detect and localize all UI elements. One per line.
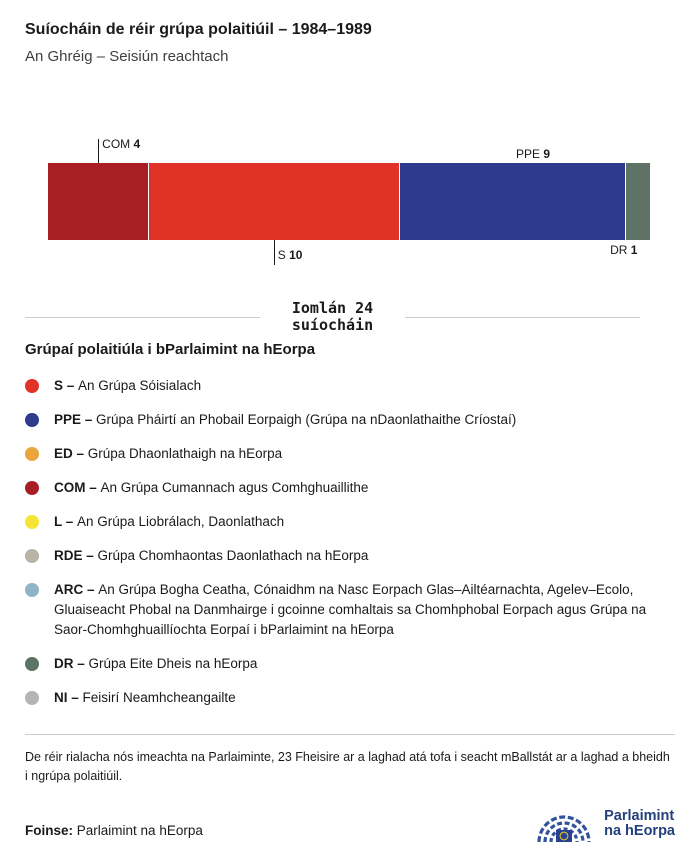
legend-label-rde: RDE – Grúpa Chomhaontas Daonlathach na h… xyxy=(54,548,369,563)
total-seats-line1: Iomlán 24 xyxy=(291,299,374,317)
legend-label-ed: ED – Grúpa Dhaonlathaigh na hEorpa xyxy=(54,446,283,461)
rule-left xyxy=(25,316,260,318)
bar-segment-dr[interactable] xyxy=(624,163,650,240)
bar-segment-s[interactable] xyxy=(148,163,400,240)
legend-label-ni: NI – Feisirí Neamhcheangailte xyxy=(54,690,236,705)
bar-labels-top: COM 4 PPE 9 xyxy=(48,123,650,163)
seat-bar-chart: COM 4 PPE 9 S 10 DR 1 xyxy=(48,123,650,270)
source-text: Parlaimint na hEorpa xyxy=(76,823,203,838)
total-seats-label: Iomlán 24 suíocháin xyxy=(260,300,405,334)
tick-line-com xyxy=(98,139,100,163)
legend-dot-ed xyxy=(25,447,39,461)
source: Foinse: Parlaimint na hEorpa xyxy=(25,823,203,844)
legend-label-com: COM – An Grúpa Cumannach agus Comhghuail… xyxy=(54,480,369,495)
bar-labels-bottom: S 10 DR 1 xyxy=(48,240,650,270)
eu-flag-icon xyxy=(556,830,573,842)
legend-item-ed: ED – Grúpa Dhaonlathaigh na hEorpa xyxy=(25,444,675,464)
ep-logo-text-line2: na hEorpa xyxy=(604,822,675,839)
bar-segment-ppe[interactable] xyxy=(399,163,625,240)
legend-item-s: S – An Grúpa Sóisialach xyxy=(25,376,675,396)
legend-list: S – An Grúpa Sóisialach PPE – Grúpa Pháir… xyxy=(25,376,675,708)
legend-item-l: L – An Grúpa Liobrálach, Daonlathach xyxy=(25,512,675,532)
tick-line-s xyxy=(273,240,275,265)
ep-logo-text-line1: Parlaimint xyxy=(604,807,675,824)
legend-heading: Grúpaí polaitiúla i bParlaimint na hEorp… xyxy=(25,341,316,358)
source-label: Foinse: xyxy=(25,823,74,838)
legend-label-arc: ARC – An Grúpa Bogha Ceatha, Cónaidhm na… xyxy=(54,582,647,637)
rule-right xyxy=(405,316,640,318)
footer: Foinse: Parlaimint na hEorpa Parlaimint … xyxy=(0,803,700,844)
legend-dot-com xyxy=(25,481,39,495)
legend-item-ni: NI – Feisirí Neamhcheangailte xyxy=(25,688,675,708)
divider xyxy=(25,734,675,735)
legend-dot-ppe xyxy=(25,413,39,427)
bar-label-dr: DR 1 xyxy=(610,243,638,257)
stacked-bar xyxy=(48,163,650,240)
legend-label-dr: DR – Grúpa Eite Dheis na hEorpa xyxy=(54,656,258,671)
page-subtitle: An Ghréig – Seisiún reachtach xyxy=(25,48,229,65)
bar-label-ppe: PPE 9 xyxy=(516,147,551,161)
legend-dot-l xyxy=(25,515,39,529)
legend-item-rde: RDE – Grúpa Chomhaontas Daonlathach na h… xyxy=(25,546,675,566)
legend-label-s: S – An Grúpa Sóisialach xyxy=(54,378,202,393)
ep-logo-text: Parlaimint na hEorpa xyxy=(604,807,675,839)
bar-label-com: COM 4 xyxy=(102,137,141,151)
legend-dot-s xyxy=(25,379,39,393)
legend-item-ppe: PPE – Grúpa Pháirtí an Phobail Eorpaigh … xyxy=(25,410,675,430)
legend-item-dr: DR – Grúpa Eite Dheis na hEorpa xyxy=(25,654,675,674)
page-title: Suíocháin de réir grúpa polaitiúil – 198… xyxy=(25,21,372,38)
legend-dot-ni xyxy=(25,691,39,705)
parliament-hemicycle-icon xyxy=(537,815,591,843)
legend-label-ppe: PPE – Grúpa Pháirtí an Phobail Eorpaigh … xyxy=(54,412,517,427)
bar-label-s: S 10 xyxy=(277,248,303,262)
total-seats-row: Iomlán 24 suíocháin xyxy=(25,300,640,334)
bar-segment-com[interactable] xyxy=(48,163,149,240)
ep-logo: Parlaimint na hEorpa xyxy=(533,803,675,844)
legend-dot-dr xyxy=(25,657,39,671)
total-seats-line2: suíocháin xyxy=(291,316,374,334)
legend-dot-rde xyxy=(25,549,39,563)
footnote: De réir rialacha nós imeachta na Parlaim… xyxy=(25,750,670,783)
legend-label-l: L – An Grúpa Liobrálach, Daonlathach xyxy=(54,514,285,529)
legend-dot-arc xyxy=(25,583,39,597)
legend-item-arc: ARC – An Grúpa Bogha Ceatha, Cónaidhm na… xyxy=(25,580,675,640)
legend-item-com: COM – An Grúpa Cumannach agus Comhghuail… xyxy=(25,478,675,498)
